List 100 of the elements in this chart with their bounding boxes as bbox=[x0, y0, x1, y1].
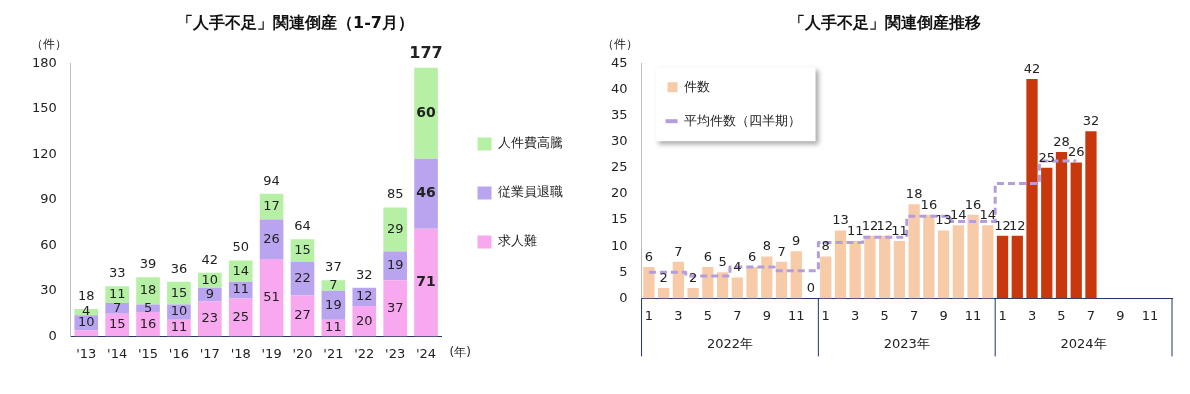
bar bbox=[702, 267, 714, 299]
data-label: 8 bbox=[762, 238, 771, 254]
text: 2024年 bbox=[1060, 335, 1107, 351]
text: 2023年 bbox=[883, 335, 930, 351]
data-label: 11 bbox=[170, 319, 188, 335]
y-tick-label: 10 bbox=[611, 237, 628, 253]
legend-label: 求人難 bbox=[498, 233, 537, 249]
bar bbox=[923, 214, 935, 299]
data-label: 2 bbox=[659, 269, 668, 285]
data-label: 26 bbox=[263, 230, 280, 246]
data-label: 19 bbox=[325, 296, 342, 312]
data-label: 51 bbox=[263, 289, 280, 305]
bar bbox=[74, 330, 99, 337]
x-tick-label: 7 bbox=[1086, 307, 1096, 323]
data-label: 17 bbox=[263, 198, 280, 214]
data-label: 12 bbox=[356, 288, 373, 304]
data-label: 19 bbox=[386, 257, 404, 273]
data-label: 15 bbox=[294, 242, 311, 258]
data-label: 13 bbox=[935, 212, 952, 228]
data-label: 32 bbox=[1082, 113, 1100, 129]
data-label: 8 bbox=[821, 238, 830, 254]
data-label: 6 bbox=[703, 248, 712, 264]
bar bbox=[982, 225, 994, 299]
legend-label: 従業員退職 bbox=[498, 184, 563, 200]
y-tick-label: 30 bbox=[40, 282, 57, 298]
x-tick-label: 3 bbox=[851, 307, 860, 323]
y-tick-label: 180 bbox=[31, 54, 57, 70]
x-tick-label: 11 bbox=[787, 307, 805, 323]
data-label: 15 bbox=[108, 316, 126, 332]
bar bbox=[1011, 235, 1023, 299]
x-tick-label: 9 bbox=[762, 307, 771, 323]
total-label: 94 bbox=[263, 172, 280, 188]
y-tick-label: 90 bbox=[40, 191, 57, 207]
y-tick-label: 5 bbox=[619, 263, 628, 279]
data-label: 9 bbox=[792, 233, 801, 249]
bar bbox=[259, 258, 284, 337]
y-tick-label: 0 bbox=[48, 327, 57, 343]
y-axis-title: （件） bbox=[601, 37, 638, 52]
y-tick-label: 40 bbox=[611, 80, 628, 96]
bar bbox=[864, 235, 876, 299]
data-label: 18 bbox=[139, 282, 157, 298]
data-label: 27 bbox=[294, 307, 311, 323]
bar bbox=[761, 256, 773, 299]
data-label: 14 bbox=[950, 207, 967, 223]
bar bbox=[414, 158, 438, 229]
total-label: 33 bbox=[108, 265, 126, 281]
data-label: 16 bbox=[964, 196, 982, 212]
bar bbox=[996, 235, 1009, 299]
data-label: 46 bbox=[416, 184, 436, 201]
data-label: 42 bbox=[1023, 60, 1041, 76]
y-tick-label: 15 bbox=[611, 211, 628, 227]
x-tick-label: '13 bbox=[76, 345, 97, 361]
bar bbox=[383, 251, 407, 281]
data-label: 25 bbox=[1038, 149, 1056, 165]
bar bbox=[1055, 152, 1068, 299]
data-label: 4 bbox=[733, 259, 742, 275]
x-tick-label: '23 bbox=[385, 345, 406, 361]
chart-title: 「人手不足」関連倒産（1-7月） bbox=[177, 12, 414, 32]
x-tick-label: 7 bbox=[733, 307, 742, 323]
x-tick-label: 5 bbox=[703, 307, 712, 323]
bar bbox=[643, 267, 655, 299]
x-tick-label: 5 bbox=[1057, 307, 1066, 323]
data-label: 20 bbox=[356, 312, 373, 328]
bar bbox=[1026, 78, 1038, 299]
x-tick-label: 9 bbox=[1116, 307, 1125, 323]
x-tick-label: 1 bbox=[821, 307, 830, 323]
data-label: 11 bbox=[108, 286, 126, 302]
text: 2022年 bbox=[706, 335, 753, 351]
bar bbox=[383, 207, 407, 252]
total-label: 18 bbox=[77, 287, 95, 303]
x-tick-label: '15 bbox=[137, 345, 159, 361]
data-label: 18 bbox=[905, 186, 923, 202]
bar bbox=[228, 298, 253, 337]
x-tick-label: '20 bbox=[292, 345, 313, 361]
y-tick-label: 45 bbox=[611, 54, 628, 70]
data-label: 16 bbox=[139, 315, 157, 331]
bar bbox=[908, 204, 920, 299]
data-label: 37 bbox=[386, 299, 404, 315]
data-label: 12 bbox=[1009, 217, 1026, 233]
legend-label: 件数 bbox=[683, 78, 710, 94]
bar bbox=[1041, 167, 1053, 299]
data-label: 10 bbox=[77, 314, 95, 330]
bar bbox=[167, 281, 191, 305]
data-label: 14 bbox=[232, 262, 249, 278]
x-tick-label: '24 bbox=[415, 345, 437, 361]
total-label: 50 bbox=[232, 239, 249, 255]
x-tick-label: 1 bbox=[998, 307, 1007, 323]
bar bbox=[414, 228, 438, 337]
bar bbox=[198, 301, 222, 337]
data-label: 14 bbox=[979, 207, 997, 223]
data-label: 6 bbox=[644, 248, 654, 264]
bar bbox=[775, 261, 788, 299]
data-label: 16 bbox=[920, 196, 938, 212]
data-label: 10 bbox=[201, 271, 219, 287]
data-label: 12 bbox=[876, 217, 893, 233]
y-tick-label: 60 bbox=[40, 236, 57, 252]
x-tick-label: 5 bbox=[880, 307, 889, 323]
total-label: 177 bbox=[409, 42, 443, 62]
data-label: 6 bbox=[747, 248, 757, 264]
total-label: 39 bbox=[139, 256, 157, 272]
